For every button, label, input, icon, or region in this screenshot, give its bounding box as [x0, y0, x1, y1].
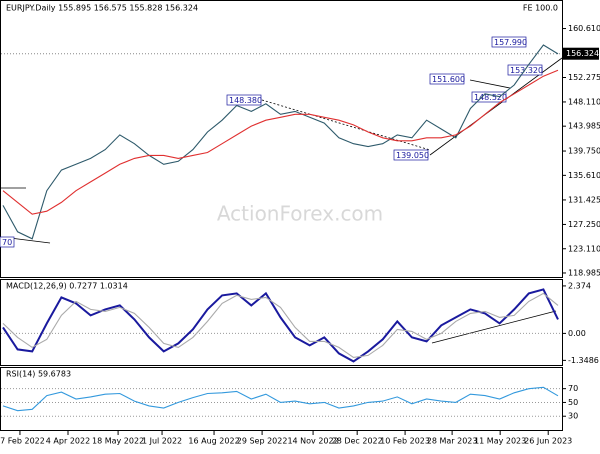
y-tick-label: 70: [568, 384, 578, 393]
x-tick-label: 11 May 2023: [474, 437, 526, 446]
last-price-label: 156.324: [566, 49, 599, 58]
y-tick-label: 160.610: [568, 24, 600, 33]
rsi-panel: [0, 367, 563, 431]
y-tick-label: 2.374: [568, 281, 591, 290]
chart-title: EURJPY.Daily 155.895 156.575 155.828 156…: [6, 4, 198, 13]
y-tick-label: 148.110: [568, 97, 600, 106]
x-tick-label: 16 Aug 2022: [188, 437, 239, 446]
y-tick-label: 118.985: [568, 268, 600, 277]
annotation: 139.050: [396, 151, 429, 160]
indicator-label: FE 100.0: [523, 4, 558, 13]
annotation: 151.600: [432, 75, 465, 84]
series-line: [2, 44, 559, 240]
y-tick-label: 131.425: [568, 195, 600, 204]
x-tick-label: 29 Sep 2022: [237, 437, 288, 446]
x-tick-label: 1 Jul 2022: [142, 437, 182, 446]
watermark: ActionForex.com: [217, 202, 383, 226]
y-tick-label: 143.985: [568, 122, 600, 131]
y-tick-label: 152.275: [568, 73, 600, 82]
annotation: 157.990: [494, 38, 527, 47]
rsi-title: RSI(14) 59.6783: [6, 370, 71, 379]
x-tick-label: 4 Apr 2022: [46, 437, 90, 446]
annotation: 153.320: [510, 66, 543, 75]
series-line: [2, 386, 559, 412]
x-tick-label: 26 Jun 2023: [524, 437, 572, 446]
macd-panel: [0, 279, 563, 366]
annotation: 148.380: [229, 96, 262, 105]
x-tick-label: 10 Feb 2023: [380, 437, 430, 446]
annotation: 148.520: [474, 93, 507, 102]
last-price-box: [563, 47, 599, 60]
x-tick-label: 14 Nov 2022: [287, 437, 338, 446]
annotation: 70: [2, 238, 12, 247]
y-tick-label: 123.110: [568, 244, 600, 253]
x-tick-label: 28 Mar 2023: [427, 437, 478, 446]
series-line: [2, 69, 559, 215]
series-line: [2, 292, 559, 358]
macd-title: MACD(12,26,9) 0.7277 1.0314: [6, 282, 128, 291]
x-tick-label: 18 May 2022: [92, 437, 144, 446]
x-tick-label: 17 Feb 2022: [0, 437, 45, 446]
x-tick-label: 28 Dec 2022: [332, 437, 383, 446]
series-line: [2, 288, 559, 363]
y-tick-label: 30: [568, 412, 578, 421]
y-tick-label: 50: [568, 398, 578, 407]
y-tick-label: 135.610: [568, 171, 600, 180]
y-tick-label: 127.250: [568, 220, 600, 229]
y-tick-label: 0.00: [568, 329, 586, 338]
y-tick-label: -1.3486: [568, 356, 599, 365]
y-tick-label: 139.750: [568, 147, 600, 156]
price-panel: [0, 0, 563, 278]
annotations: 157.990 153.320 151.600 148.520 148.380 …: [0, 36, 543, 248]
